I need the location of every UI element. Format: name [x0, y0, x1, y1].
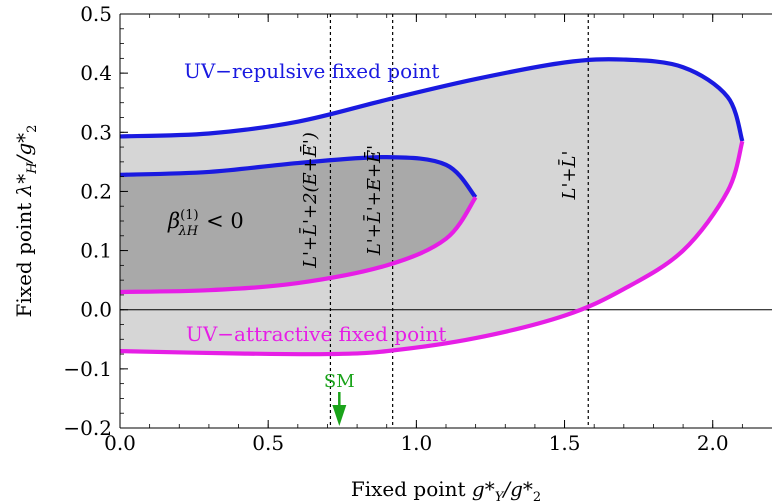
y-tick-label: 0.5 [80, 2, 112, 26]
x-axis-title: Fixed point g*Y/g*2 [351, 477, 541, 503]
uv-attractive-label: UV−attractive fixed point [186, 322, 446, 346]
uv-repulsive-curve-inner [120, 155, 478, 199]
uv-repulsive-label: UV−repulsive fixed point [184, 59, 439, 83]
y-tick-label: −0.2 [63, 416, 112, 440]
x-tick-label: 0.0 [104, 431, 136, 455]
vline-label-1: L'+L̄'+2(E+Ē') [298, 132, 321, 269]
y-tick-label: 0.2 [80, 179, 112, 203]
x-tick-label: 2.0 [697, 431, 729, 455]
uv-attractive-curve-outer [120, 140, 745, 357]
y-tick-label: 0.0 [80, 298, 112, 322]
sm-arrow-head [332, 405, 347, 426]
y-tick-label: 0.3 [80, 120, 112, 144]
vline-label-2: L'+L̄'+E+Ē' [362, 145, 385, 256]
y-axis-title: Fixed point λ*H/g*2 [12, 125, 40, 318]
vline-label-3: L'+L̄' [557, 151, 580, 201]
x-tick-label: 0.5 [252, 431, 284, 455]
uv-attractive-curve-inner [120, 196, 478, 295]
inner-shaded-region [120, 157, 476, 292]
y-tick-label: 0.4 [80, 61, 112, 85]
sm-label: SM [324, 371, 355, 392]
y-tick-label: 0.1 [80, 239, 112, 263]
y-tick-label: −0.1 [63, 357, 112, 381]
x-tick-label: 1.5 [549, 431, 581, 455]
beta-region-label: β(1) λH < 0 [167, 208, 244, 239]
uv-repulsive-curve-outer [120, 57, 745, 142]
x-tick-label: 1.0 [400, 431, 432, 455]
